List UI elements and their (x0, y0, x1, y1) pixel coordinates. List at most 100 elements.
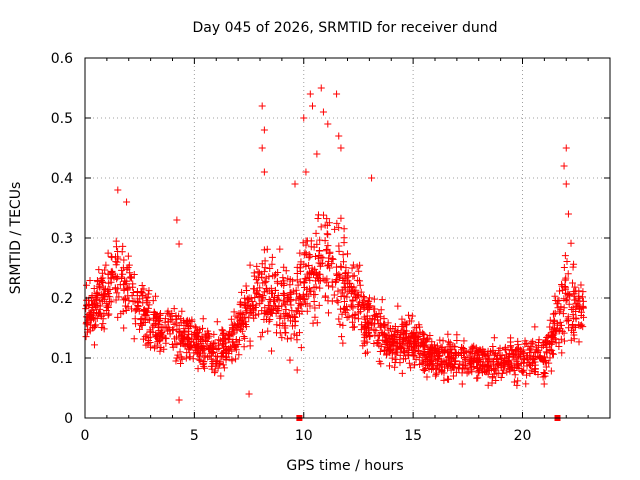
data-point (417, 341, 425, 349)
data-point (205, 346, 213, 354)
data-point (186, 337, 194, 345)
data-point (96, 283, 104, 291)
data-point (400, 326, 408, 334)
data-point (190, 349, 198, 357)
data-point (536, 353, 544, 361)
data-point (491, 365, 499, 373)
y-tick-label-6: 0.6 (51, 51, 73, 67)
data-point (137, 316, 145, 324)
data-point (250, 272, 258, 280)
data-point (313, 240, 321, 248)
data-point (329, 283, 337, 291)
data-point (273, 306, 281, 314)
data-point (292, 296, 300, 304)
data-point (82, 333, 90, 341)
data-point (324, 242, 332, 250)
data-point (563, 295, 571, 303)
data-point (268, 260, 276, 268)
data-point (125, 297, 133, 305)
data-point-peak-15 (333, 90, 341, 98)
data-point (265, 296, 273, 304)
data-point (131, 315, 139, 323)
data-point (404, 351, 412, 359)
data-point-peak-7 (260, 168, 268, 176)
data-point (438, 344, 446, 352)
data-point (507, 334, 515, 342)
data-point (372, 310, 380, 318)
data-point (579, 288, 587, 296)
data-point (246, 337, 254, 345)
data-point (426, 348, 434, 356)
data-point (375, 320, 383, 328)
data-point (394, 302, 402, 310)
data-point (295, 292, 303, 300)
data-point (355, 267, 363, 275)
data-point (231, 322, 239, 330)
data-point (485, 367, 493, 375)
data-point (188, 317, 196, 325)
data-point (533, 346, 541, 354)
data-point (363, 338, 371, 346)
data-point (274, 291, 282, 299)
data-point (491, 350, 499, 358)
data-point (296, 278, 304, 286)
data-point (335, 247, 343, 255)
data-point (172, 357, 180, 365)
data-point (257, 333, 265, 341)
data-point (549, 319, 557, 327)
data-point (522, 339, 530, 347)
data-point (194, 332, 202, 340)
data-point (535, 336, 543, 344)
data-point (265, 287, 273, 295)
data-point (242, 318, 250, 326)
data-point (339, 321, 347, 329)
data-point (104, 303, 112, 311)
data-point (139, 335, 147, 343)
data-point (263, 245, 271, 253)
data-point (323, 275, 331, 283)
data-point (408, 312, 416, 320)
data-point (443, 348, 451, 356)
data-point (119, 264, 127, 272)
data-point (349, 304, 357, 312)
data-point (104, 292, 112, 300)
data-point (174, 351, 182, 359)
data-point (282, 267, 290, 275)
data-point (120, 256, 128, 264)
data-point (149, 297, 157, 305)
data-point (405, 359, 413, 367)
data-point (400, 347, 408, 355)
data-point (183, 334, 191, 342)
data-point (124, 286, 132, 294)
data-point (187, 322, 195, 330)
data-point (335, 224, 343, 232)
data-point (127, 273, 135, 281)
data-point (355, 301, 363, 309)
data-point (296, 329, 303, 337)
data-point (323, 246, 331, 254)
data-point (262, 277, 270, 285)
data-point (343, 313, 351, 321)
data-point (246, 309, 254, 317)
data-point (258, 260, 266, 268)
data-point (359, 293, 367, 301)
data-point-peak-13 (319, 108, 327, 116)
data-point (419, 329, 427, 337)
data-point (230, 308, 238, 316)
data-point (276, 245, 284, 253)
data-point (177, 360, 185, 368)
data-point (551, 292, 559, 300)
data-point (575, 338, 583, 346)
data-point-peak-8 (291, 180, 299, 188)
data-point (329, 255, 337, 263)
data-point (310, 291, 318, 299)
data-point (236, 336, 244, 344)
data-point (324, 297, 332, 305)
data-point (138, 282, 146, 290)
data-point (458, 380, 466, 388)
data-point (349, 323, 357, 331)
data-point (408, 346, 416, 354)
data-point (565, 317, 573, 325)
data-point (356, 281, 364, 289)
data-point (238, 327, 246, 335)
